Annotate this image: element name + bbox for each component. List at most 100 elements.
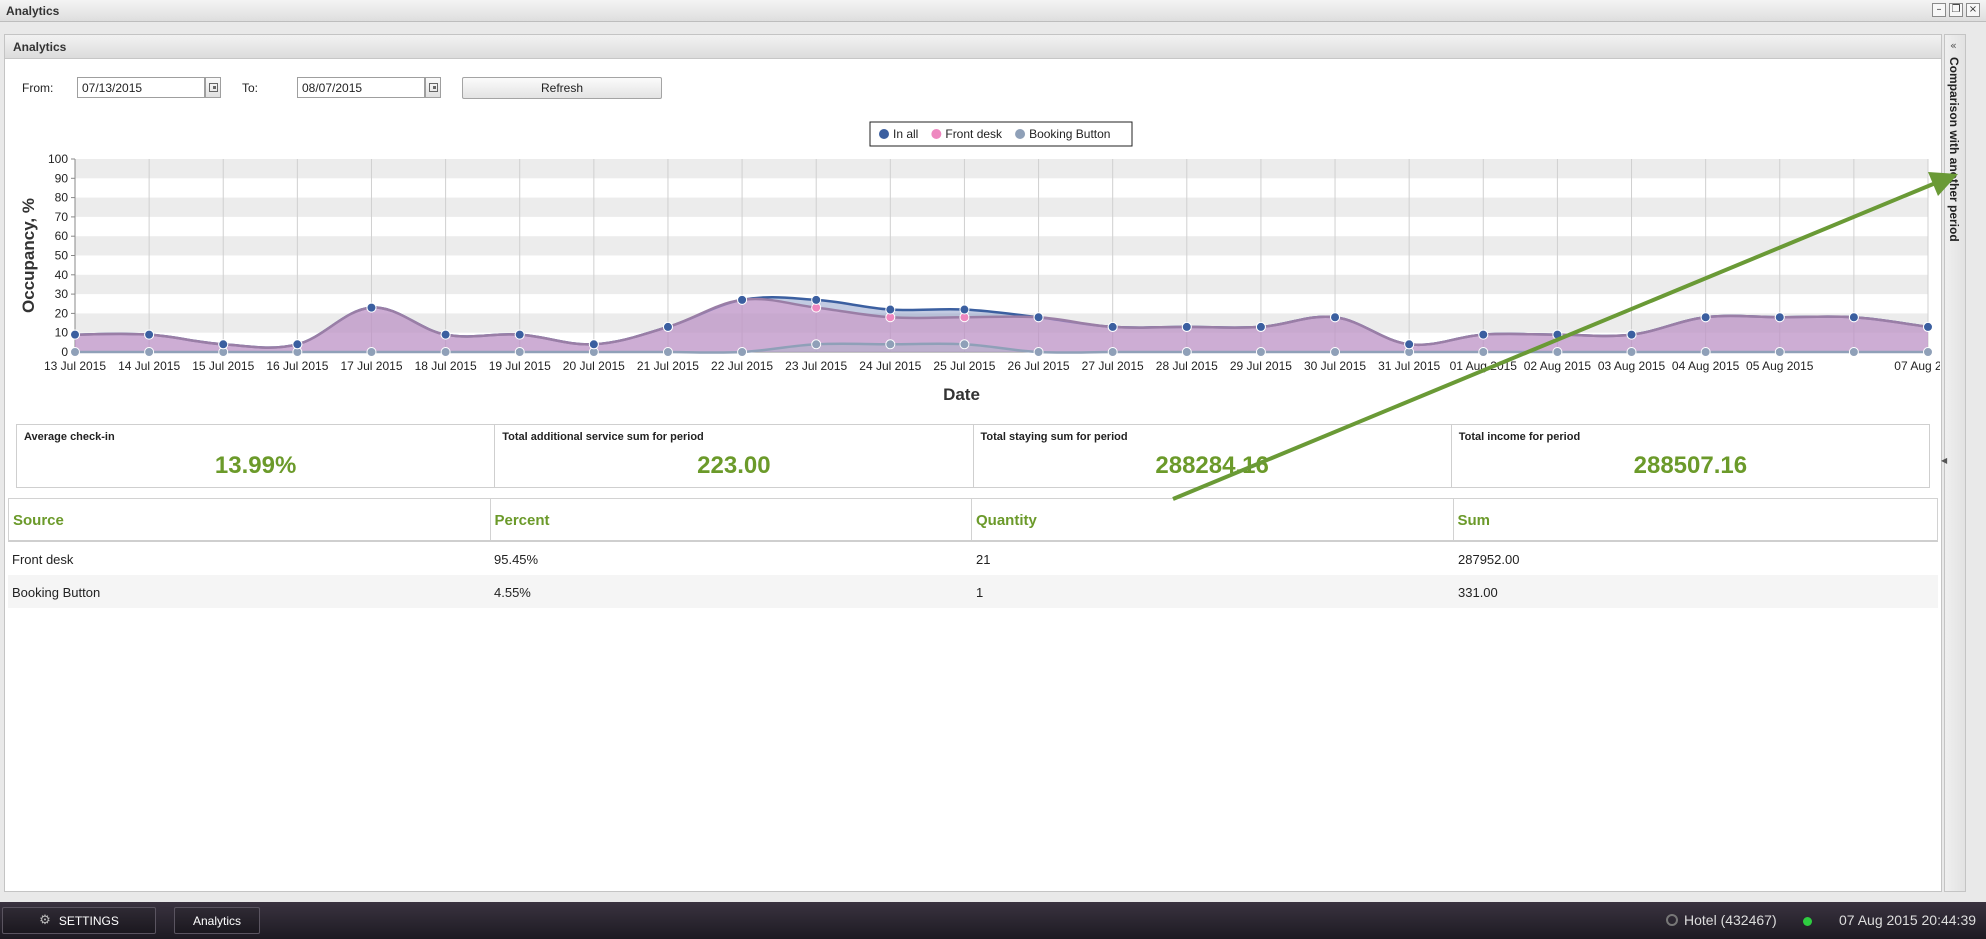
close-icon[interactable]: × — [1966, 3, 1980, 17]
point-in-all — [1181, 321, 1192, 332]
point-in-all — [292, 339, 303, 350]
cell-quantity: 21 — [976, 552, 991, 567]
comparison-side-panel[interactable]: « Comparison with another period — [1944, 34, 1966, 892]
point-in-all — [959, 304, 970, 315]
legend-marker-in-all — [879, 129, 889, 139]
table-row[interactable]: Front desk 95.45% 21 287952.00 — [8, 542, 1938, 575]
to-date-field[interactable] — [297, 77, 425, 98]
settings-label: SETTINGS — [58, 913, 119, 928]
point-in-all — [1552, 329, 1563, 340]
restore-icon[interactable]: ❐ — [1949, 3, 1963, 17]
hotel-icon — [1666, 914, 1678, 926]
x-tick-label: 16 Jul 2015 — [266, 359, 328, 373]
table-row[interactable]: Booking Button 4.55% 1 331.00 — [8, 575, 1938, 608]
settings-button[interactable]: ⚙ SETTINGS — [2, 907, 156, 934]
summary-value: 288507.16 — [1633, 452, 1748, 479]
column-header-source[interactable]: Source — [9, 499, 491, 540]
x-tick-label: 20 Jul 2015 — [563, 359, 625, 373]
point-in-all — [811, 294, 822, 305]
point-in-all — [1774, 312, 1785, 323]
y-tick-label: 50 — [55, 249, 69, 263]
taskbar-analytics-button[interactable]: Analytics — [174, 907, 260, 934]
occupancy-chart-svg: 0 10 20 30 40 50 60 70 80 90 100 13 Jul 2015 14 Jul … — [19, 121, 1940, 404]
comparison-panel-label[interactable]: Comparison with another period — [1947, 57, 1961, 242]
column-header-sum[interactable]: Sum — [1457, 512, 1491, 529]
column-header-quantity[interactable]: Quantity — [972, 499, 1454, 540]
to-label: To: — [242, 81, 259, 95]
refresh-button[interactable]: Refresh — [462, 77, 662, 99]
y-tick-label: 80 — [55, 191, 69, 205]
point-booking-button — [1181, 347, 1192, 357]
summary-additional-service: Total additional service sum for period … — [495, 425, 974, 487]
point-in-all — [1330, 312, 1341, 323]
calendar-icon[interactable] — [205, 77, 221, 98]
summary-label: Total additional service sum for period — [502, 431, 704, 443]
x-tick-label: 03 Aug 2015 — [1598, 359, 1666, 373]
window-controls: – ❐ × — [1932, 3, 1980, 17]
x-tick-label: 27 Jul 2015 — [1082, 359, 1144, 373]
point-booking-button — [70, 347, 80, 357]
summary-value: 13.99% — [214, 452, 297, 479]
x-tick-label: 22 Jul 2015 — [711, 359, 773, 373]
y-tick-label: 0 — [61, 345, 68, 359]
summary-value: 288284.16 — [1155, 452, 1269, 479]
y-tick-label: 100 — [48, 152, 68, 166]
expand-icon[interactable]: « — [1950, 39, 1957, 52]
status-indicator — [1803, 917, 1812, 926]
x-tick-label: 24 Jul 2015 — [859, 359, 921, 373]
gear-icon: ⚙ — [39, 913, 51, 928]
point-booking-button — [144, 347, 155, 357]
column-header-percent[interactable]: Percent — [491, 499, 972, 540]
source-table: Source Percent Quantity Sum Front desk 9… — [8, 498, 1938, 608]
legend-label-in-all: In all — [893, 127, 918, 141]
point-booking-button — [1552, 347, 1563, 357]
summary-average-checkin: Average check-in 13.99% — [17, 425, 496, 487]
summary-label: Total income for period — [1458, 431, 1581, 443]
y-axis-title: Occupancy, % — [19, 198, 38, 313]
grid-band — [75, 159, 1928, 179]
grid-band — [75, 197, 1928, 217]
cell-percent: 4.55% — [494, 585, 531, 600]
point-booking-button — [959, 339, 970, 350]
point-in-all — [514, 329, 525, 340]
grid-band — [75, 274, 1928, 295]
grid-band — [75, 236, 1928, 256]
to-date-input[interactable] — [298, 78, 424, 97]
point-in-all — [1478, 329, 1489, 340]
x-tick-label: 25 Jul 2015 — [933, 359, 995, 373]
point-booking-button — [885, 339, 896, 350]
point-booking-button — [811, 339, 822, 350]
table-header: Source Percent Quantity Sum — [8, 498, 1938, 542]
point-in-all — [70, 329, 80, 340]
x-tick-label: 05 Aug 2015 — [1746, 359, 1814, 373]
summary-label: Average check-in — [24, 431, 115, 443]
summary-staying-sum: Total staying sum for period 288284.16 — [974, 425, 1452, 487]
point-in-all — [588, 339, 599, 350]
minimize-icon[interactable]: – — [1932, 3, 1946, 17]
cell-percent: 95.45% — [494, 552, 539, 567]
point-booking-button — [1626, 347, 1637, 357]
cell-source: Front desk — [12, 552, 74, 567]
x-tick-label: 17 Jul 2015 — [340, 359, 402, 373]
from-date-input[interactable] — [78, 78, 204, 97]
calendar-icon[interactable] — [425, 77, 441, 98]
x-tick-label: 26 Jul 2015 — [1008, 359, 1070, 373]
x-tick-label: 23 Jul 2015 — [785, 359, 847, 373]
point-in-all — [440, 329, 451, 340]
from-date-field[interactable] — [77, 77, 205, 98]
cell-sum: 287952.00 — [1458, 552, 1520, 567]
x-axis-title: Date — [943, 385, 980, 404]
x-tick-label: 19 Jul 2015 — [489, 359, 551, 373]
point-booking-button — [514, 347, 525, 357]
from-label: From: — [22, 81, 54, 95]
point-in-all — [1033, 312, 1044, 323]
cell-source: Booking Button — [12, 585, 101, 600]
x-tick-label: 21 Jul 2015 — [637, 359, 699, 373]
hotel-label[interactable]: Hotel (432467) — [1684, 912, 1777, 928]
legend-marker-booking-button — [1015, 129, 1026, 139]
splitter-arrow-icon[interactable]: ◀ — [1941, 456, 1948, 465]
point-booking-button — [1700, 347, 1711, 357]
window-titlebar: Analytics – ❐ × — [0, 0, 1986, 22]
x-tick-label: 31 Jul 2015 — [1378, 359, 1440, 373]
point-booking-button — [1330, 347, 1341, 357]
